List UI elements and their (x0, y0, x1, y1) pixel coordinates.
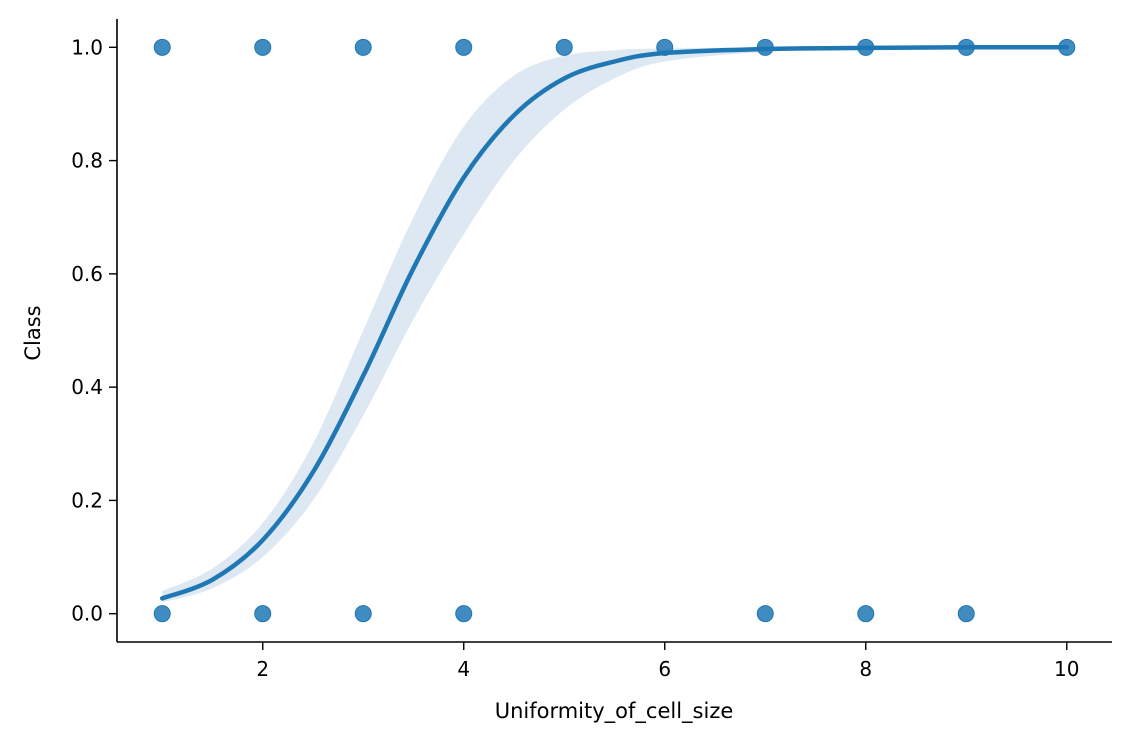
y-tick-label: 0.2 (71, 488, 103, 512)
data-point (957, 605, 975, 623)
x-axis-title: Uniformity_of_cell_size (495, 699, 734, 724)
confidence-band-layer (162, 47, 1067, 603)
y-tick-label: 0.6 (71, 262, 103, 286)
y-tick-label: 0.0 (71, 602, 103, 626)
data-point (756, 605, 774, 623)
data-point (354, 38, 372, 56)
data-point (857, 605, 875, 623)
y-tick-label: 1.0 (71, 35, 103, 59)
data-point (254, 38, 272, 56)
data-point (455, 38, 473, 56)
confidence-band (162, 47, 1067, 603)
data-point (656, 38, 674, 56)
x-tick-label: 10 (1054, 657, 1079, 681)
axes: 2 4 6 8 10 0.0 0.2 0.4 0.6 0.8 1.0 (71, 19, 1112, 681)
data-point (153, 605, 171, 623)
data-point (957, 38, 975, 56)
data-point (254, 605, 272, 623)
x-tick-label: 6 (658, 657, 671, 681)
data-point (756, 38, 774, 56)
x-tick-label: 4 (457, 657, 470, 681)
data-point (555, 38, 573, 56)
data-point (153, 38, 171, 56)
data-points-layer (153, 38, 1076, 623)
x-tick-label: 8 (859, 657, 872, 681)
y-tick-label: 0.4 (71, 375, 103, 399)
data-point (455, 605, 473, 623)
y-axis-title: Class (21, 305, 45, 360)
data-point (1058, 38, 1076, 56)
x-tick-label: 2 (256, 657, 269, 681)
data-point (857, 38, 875, 56)
data-point (354, 605, 372, 623)
y-tick-label: 0.8 (71, 149, 103, 173)
